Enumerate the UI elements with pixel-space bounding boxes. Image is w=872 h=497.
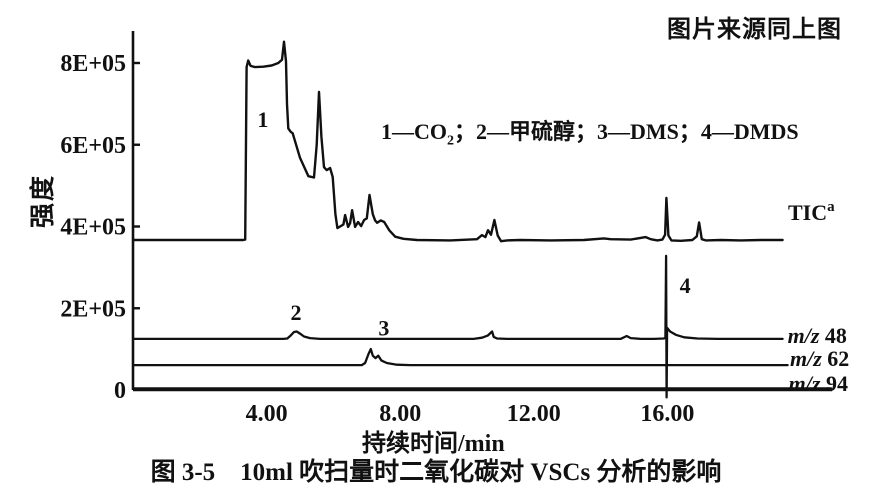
x-tick-label: 4.00 [246, 401, 288, 427]
trace-label-part: 62 [822, 346, 850, 371]
trace-label-part: 48 [819, 323, 847, 348]
trace-label-part: m/z [790, 346, 822, 371]
trace-label-m-z-94: m/z 94 [789, 371, 848, 396]
trace-label-tic: TICa [788, 199, 835, 225]
y-tick-label: 4E+05 [60, 215, 126, 241]
trace-label-part: TIC [788, 200, 827, 225]
legend-subscript: 2 [447, 133, 454, 149]
y-tick-label: 2E+05 [60, 296, 126, 322]
peak-number-2: 2 [290, 300, 301, 325]
y-tick-label: 8E+05 [60, 51, 126, 77]
legend-text: ；2—甲硫醇；3—DMS；4—DMDS [454, 119, 799, 144]
x-tick-label: 16.00 [640, 401, 694, 427]
trace-label-part: 94 [820, 371, 848, 396]
x-axis-title: 持续时间/min [362, 431, 505, 457]
trace-tic [131, 40, 784, 243]
peak-legend: 1—CO2；2—甲硫醇；3—DMS；4—DMDS [381, 114, 799, 149]
peak-number-3: 3 [378, 316, 389, 341]
trace-label-part: m/z [789, 371, 821, 396]
trace-label-part: a [827, 199, 835, 215]
y-tick-label: 0 [114, 378, 126, 404]
peak-number-4: 4 [680, 273, 691, 298]
trace-label-m-z-48: m/z 48 [788, 323, 847, 348]
figure-caption: 图 3-5 10ml 吹扫量时二氧化碳对 VSCs 分析的影响 [150, 459, 722, 486]
x-tick-label: 8.00 [379, 401, 421, 427]
legend-text: 1—CO [381, 119, 447, 144]
peak-number-1: 1 [257, 107, 268, 132]
trace-m-z-62 [131, 347, 789, 367]
x-tick-label: 12.00 [507, 401, 561, 427]
trace-label-part: m/z [788, 323, 820, 348]
y-tick-label: 6E+05 [60, 133, 126, 159]
trace-m-z-48 [131, 254, 784, 399]
trace-label-m-z-62: m/z 62 [790, 346, 849, 371]
image-source-note: 图片来源同上图 [667, 17, 842, 43]
